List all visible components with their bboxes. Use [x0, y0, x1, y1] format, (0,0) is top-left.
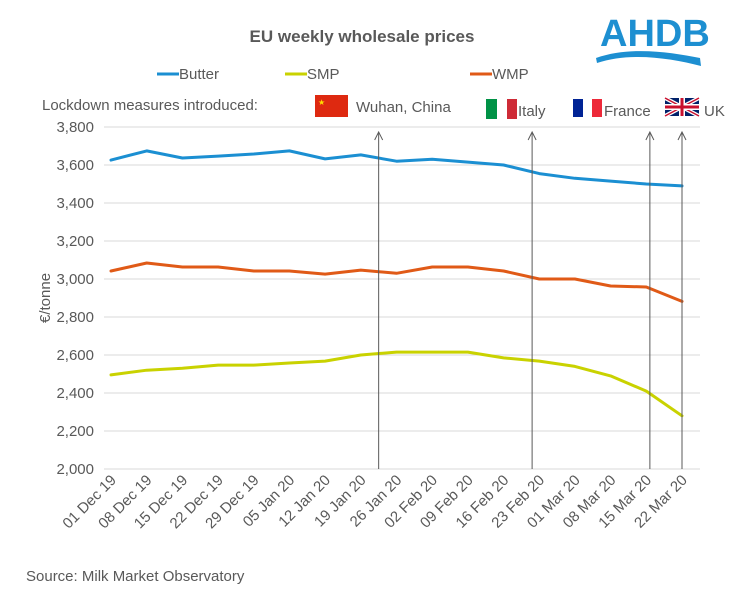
y-tick-label: 2,400 [56, 385, 94, 402]
arrow-france [645, 130, 655, 469]
legend-item-wmp: WMP [470, 66, 529, 83]
annotation-arrows [374, 130, 687, 469]
france-flag [573, 99, 602, 117]
y-tick-label: 3,400 [56, 195, 94, 212]
y-axis: 2,000 2,200 2,400 2,600 2,800 3,000 3,200 3,400… [56, 119, 94, 478]
arrow-italy [527, 130, 537, 469]
series-line-butter [109, 149, 684, 188]
annotation-label: Lockdown measures introduced: [42, 97, 258, 114]
y-axis-label: €/tonne [37, 273, 54, 323]
y-tick-label: 2,800 [56, 309, 94, 326]
y-tick-label: 3,600 [56, 157, 94, 174]
logo-text: AHDB [600, 13, 710, 55]
arrow-china [374, 130, 384, 469]
legend-label: WMP [492, 66, 529, 83]
italy-flag [486, 99, 517, 119]
y-tick-label: 3,000 [56, 271, 94, 288]
legend-label: Butter [179, 66, 219, 83]
source-note: Source: Milk Market Observatory [26, 568, 245, 585]
y-tick-label: 2,200 [56, 423, 94, 440]
gridlines [104, 126, 700, 470]
annotation-uk: UK [704, 103, 725, 120]
series-lines [109, 149, 684, 418]
annotation-wuhan: Wuhan, China [356, 99, 451, 116]
annotation-france: France [604, 103, 651, 120]
legend: Butter SMP WMP [157, 66, 529, 83]
series-line-smp [109, 350, 684, 418]
y-tick-label: 2,600 [56, 347, 94, 364]
y-tick-label: 3,200 [56, 233, 94, 250]
ahdb-logo: AHDB [596, 13, 710, 66]
legend-item-butter: Butter [157, 66, 219, 83]
y-tick-label: 2,000 [56, 461, 94, 478]
legend-item-smp: SMP [285, 66, 340, 83]
legend-label: SMP [307, 66, 340, 83]
uk-flag [664, 96, 700, 118]
svg-text:★: ★ [318, 98, 325, 107]
y-tick-label: 3,800 [56, 119, 94, 136]
china-flag: ★ [315, 95, 348, 117]
arrow-uk [677, 130, 687, 469]
annotation-italy: Italy [518, 103, 546, 120]
chart-title: EU weekly wholesale prices [250, 27, 475, 46]
logo-wave-icon [596, 51, 701, 66]
series-line-wmp [109, 261, 684, 303]
